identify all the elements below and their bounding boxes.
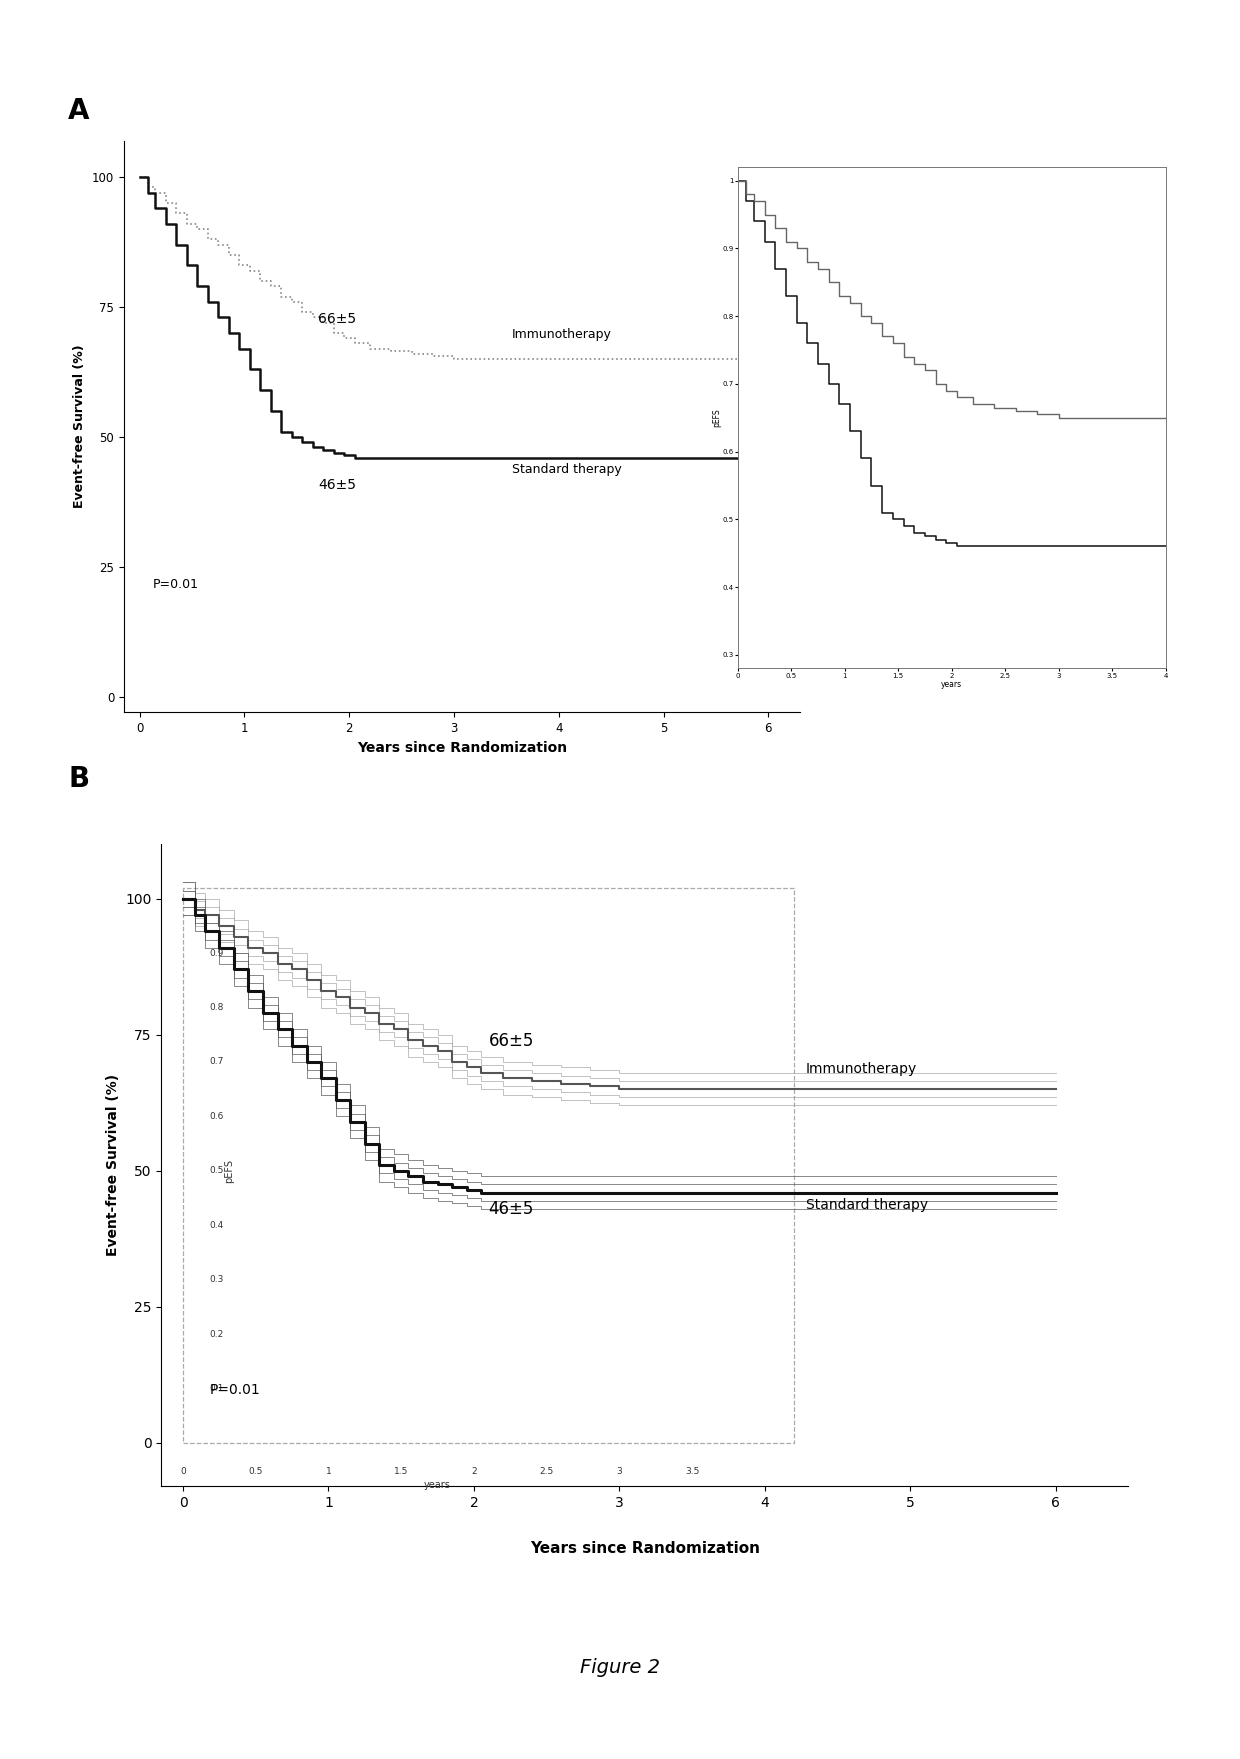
Text: 0.4: 0.4 bbox=[210, 1221, 223, 1230]
Text: Immunotherapy: Immunotherapy bbox=[512, 329, 611, 341]
Text: 46±5: 46±5 bbox=[489, 1200, 534, 1219]
Text: 0.2: 0.2 bbox=[210, 1330, 223, 1339]
Y-axis label: Event-free Survival (%): Event-free Survival (%) bbox=[73, 345, 87, 508]
Text: 0.9: 0.9 bbox=[210, 948, 223, 957]
Text: A: A bbox=[68, 97, 89, 125]
Y-axis label: pEFS: pEFS bbox=[712, 408, 720, 427]
X-axis label: years: years bbox=[941, 681, 962, 690]
Text: 0.7: 0.7 bbox=[210, 1057, 223, 1066]
Text: 1: 1 bbox=[326, 1467, 331, 1476]
Text: P=0.01: P=0.01 bbox=[153, 577, 198, 591]
Text: 66±5: 66±5 bbox=[489, 1031, 534, 1050]
Text: 0.3: 0.3 bbox=[210, 1275, 223, 1284]
Text: 0.5: 0.5 bbox=[210, 1166, 223, 1175]
Text: 3: 3 bbox=[616, 1467, 622, 1476]
Text: 66±5: 66±5 bbox=[317, 311, 356, 325]
Text: 2: 2 bbox=[471, 1467, 476, 1476]
Text: pEFS: pEFS bbox=[224, 1159, 234, 1182]
Text: B: B bbox=[68, 765, 89, 793]
X-axis label: Years since Randomization: Years since Randomization bbox=[357, 741, 567, 755]
Text: 46±5: 46±5 bbox=[317, 478, 356, 493]
Text: 0: 0 bbox=[180, 1467, 186, 1476]
Text: 1.5: 1.5 bbox=[394, 1467, 408, 1476]
Text: 0.6: 0.6 bbox=[210, 1112, 223, 1120]
Text: Immunotherapy: Immunotherapy bbox=[806, 1062, 916, 1077]
Bar bbox=[184, 888, 794, 1442]
Text: 3.5: 3.5 bbox=[684, 1467, 699, 1476]
Text: years: years bbox=[424, 1479, 451, 1490]
Text: 0.1: 0.1 bbox=[210, 1384, 223, 1393]
Text: Figure 2: Figure 2 bbox=[580, 1659, 660, 1676]
Text: 2.5: 2.5 bbox=[539, 1467, 554, 1476]
Text: Standard therapy: Standard therapy bbox=[512, 463, 621, 477]
Text: P=0.01: P=0.01 bbox=[210, 1383, 260, 1397]
Text: Standard therapy: Standard therapy bbox=[806, 1198, 928, 1212]
Y-axis label: Event-free Survival (%): Event-free Survival (%) bbox=[105, 1075, 119, 1256]
Text: 0.5: 0.5 bbox=[248, 1467, 263, 1476]
X-axis label: Years since Randomization: Years since Randomization bbox=[529, 1541, 760, 1555]
Text: 0.8: 0.8 bbox=[210, 1003, 223, 1011]
